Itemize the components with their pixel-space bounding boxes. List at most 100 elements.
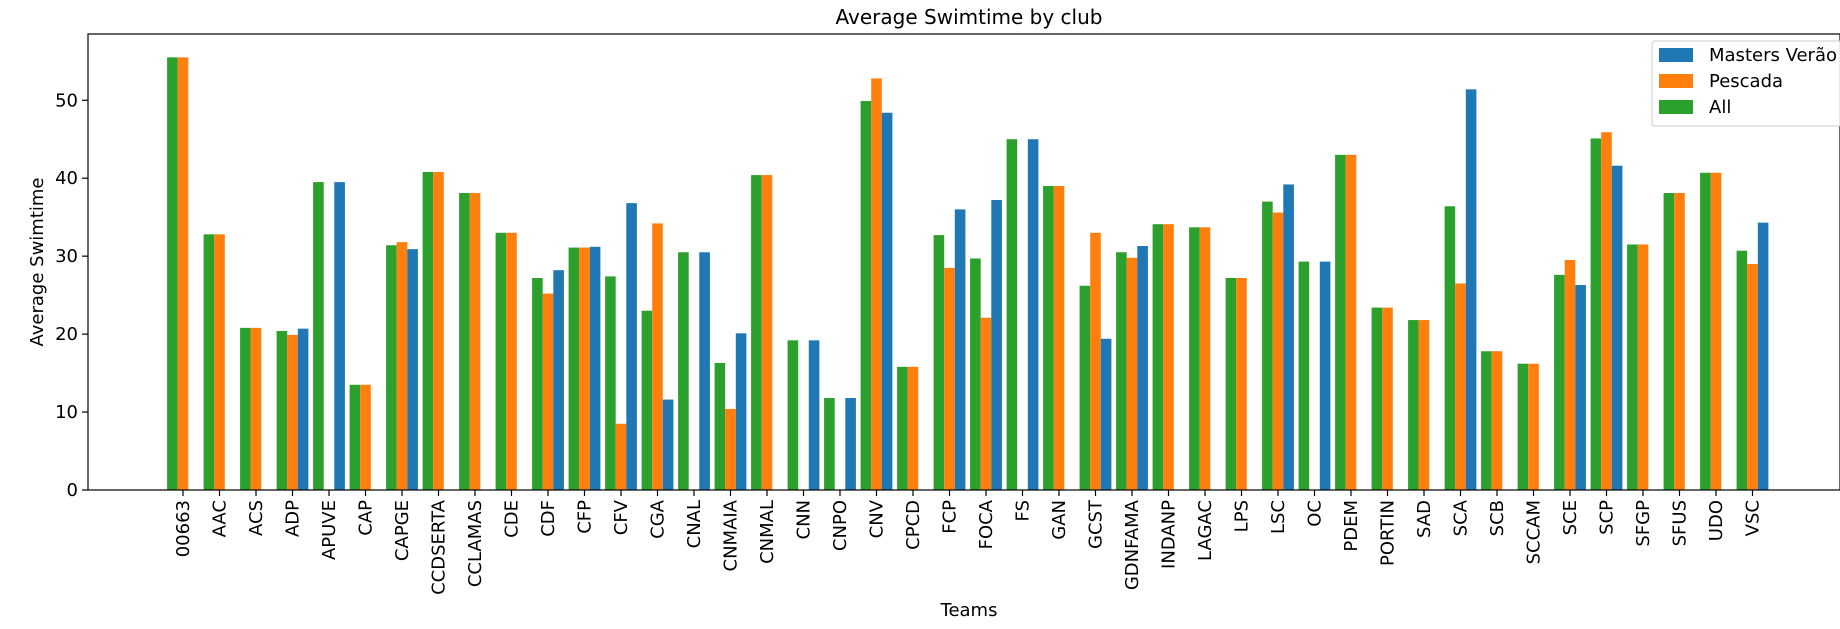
bar xyxy=(1564,260,1576,490)
legend-swatch xyxy=(1659,48,1693,62)
x-tick-label: SFGP xyxy=(1633,500,1654,547)
x-tick-label: CNN xyxy=(794,500,815,540)
x-tick-label: 00663 xyxy=(173,500,194,557)
bar xyxy=(944,267,955,490)
x-tick-label: CNV xyxy=(867,499,888,538)
x-tick-label: AAC xyxy=(210,500,231,537)
x-tick-label: SCB xyxy=(1487,500,1508,536)
bar xyxy=(615,423,627,490)
x-tick-label: INDANP xyxy=(1159,500,1180,569)
x-tick-label: FOCA xyxy=(976,499,997,549)
chart-title: Average Swimtime by club xyxy=(836,5,1103,29)
bar xyxy=(824,398,835,490)
bar xyxy=(1601,132,1612,490)
y-axis-label: Average Swimtime xyxy=(27,178,48,347)
x-tick-label: OC xyxy=(1305,500,1326,527)
bar xyxy=(714,362,726,490)
x-tick-label: CNPO xyxy=(830,500,851,551)
bar xyxy=(1517,363,1529,490)
x-tick-label: SFUS xyxy=(1670,500,1691,546)
bar xyxy=(1575,284,1586,490)
bar xyxy=(1637,244,1649,490)
x-tick-label: CGA xyxy=(648,499,669,539)
x-tick-label: CCLAMAS xyxy=(465,500,486,587)
x-tick-label: UDO xyxy=(1706,500,1727,541)
bar xyxy=(699,252,710,490)
x-tick-label: CFV xyxy=(611,499,632,535)
bar xyxy=(860,101,872,490)
bar xyxy=(360,384,371,490)
y-tick-label: 30 xyxy=(55,246,78,267)
y-axis: 0 10 20 30 40 50 xyxy=(55,90,88,501)
x-tick-label: CAP xyxy=(356,500,377,536)
bar xyxy=(1126,257,1138,490)
bar xyxy=(469,193,481,490)
bar xyxy=(1757,222,1769,490)
bar xyxy=(751,175,762,490)
bar xyxy=(1590,138,1602,490)
bar xyxy=(1116,252,1127,490)
bar xyxy=(568,247,580,490)
bar xyxy=(1627,244,1638,490)
bar xyxy=(652,223,663,491)
plot-frame xyxy=(87,33,1840,491)
bar xyxy=(678,252,689,490)
bar xyxy=(725,408,736,490)
bar xyxy=(1225,277,1237,490)
bar xyxy=(495,232,507,490)
bar xyxy=(1465,89,1477,490)
x-tick-label: CAPGE xyxy=(392,500,413,561)
bar xyxy=(349,384,361,490)
legend: Masters Verão Pescada All xyxy=(1651,40,1840,127)
bar xyxy=(871,78,882,491)
bar xyxy=(626,203,637,490)
bar xyxy=(1027,139,1039,491)
legend-swatch xyxy=(1659,74,1693,88)
bar xyxy=(1090,232,1101,490)
x-tick-label: CFP xyxy=(575,500,596,534)
bars-layer xyxy=(167,57,1769,491)
bar xyxy=(1674,193,1685,490)
bar xyxy=(506,232,517,490)
bar xyxy=(1053,186,1065,490)
bar xyxy=(433,171,444,490)
bar xyxy=(276,330,288,490)
bar xyxy=(1345,154,1357,490)
x-tick-label: SCP xyxy=(1597,500,1618,535)
bar xyxy=(1043,186,1054,490)
x-tick-label: VSC xyxy=(1743,500,1764,536)
bar xyxy=(1236,277,1247,490)
bar xyxy=(881,112,893,490)
x-tick-label: CPCD xyxy=(903,500,924,550)
bar xyxy=(605,276,616,490)
x-tick-label: CNAL xyxy=(684,500,705,548)
x-tick-label: CDE xyxy=(502,500,523,538)
x-tick-label: SAD xyxy=(1414,500,1435,538)
x-tick-label: CDF xyxy=(538,500,559,537)
bar xyxy=(1528,363,1539,490)
bar xyxy=(1663,193,1675,490)
bar xyxy=(933,235,945,490)
bar xyxy=(1371,307,1383,490)
bar xyxy=(1298,261,1310,490)
x-tick-label: ADP xyxy=(283,500,304,537)
bar xyxy=(542,293,554,490)
x-tick-label: SCE xyxy=(1560,500,1581,535)
x-tick-label: CNMAL xyxy=(757,500,778,564)
bar xyxy=(1382,307,1393,490)
bar xyxy=(407,249,418,490)
x-tick-label: LSC xyxy=(1268,500,1289,534)
y-tick-label: 0 xyxy=(67,480,78,501)
bar xyxy=(297,328,309,490)
bar xyxy=(1736,250,1748,490)
bar xyxy=(991,200,1002,490)
bar xyxy=(1418,320,1430,490)
bar xyxy=(214,234,225,490)
y-tick-label: 20 xyxy=(55,324,78,345)
x-tick-label: GCST xyxy=(1086,499,1107,549)
bar xyxy=(1491,351,1503,490)
bar xyxy=(1747,263,1758,490)
x-tick-label: LAGAC xyxy=(1195,500,1216,561)
